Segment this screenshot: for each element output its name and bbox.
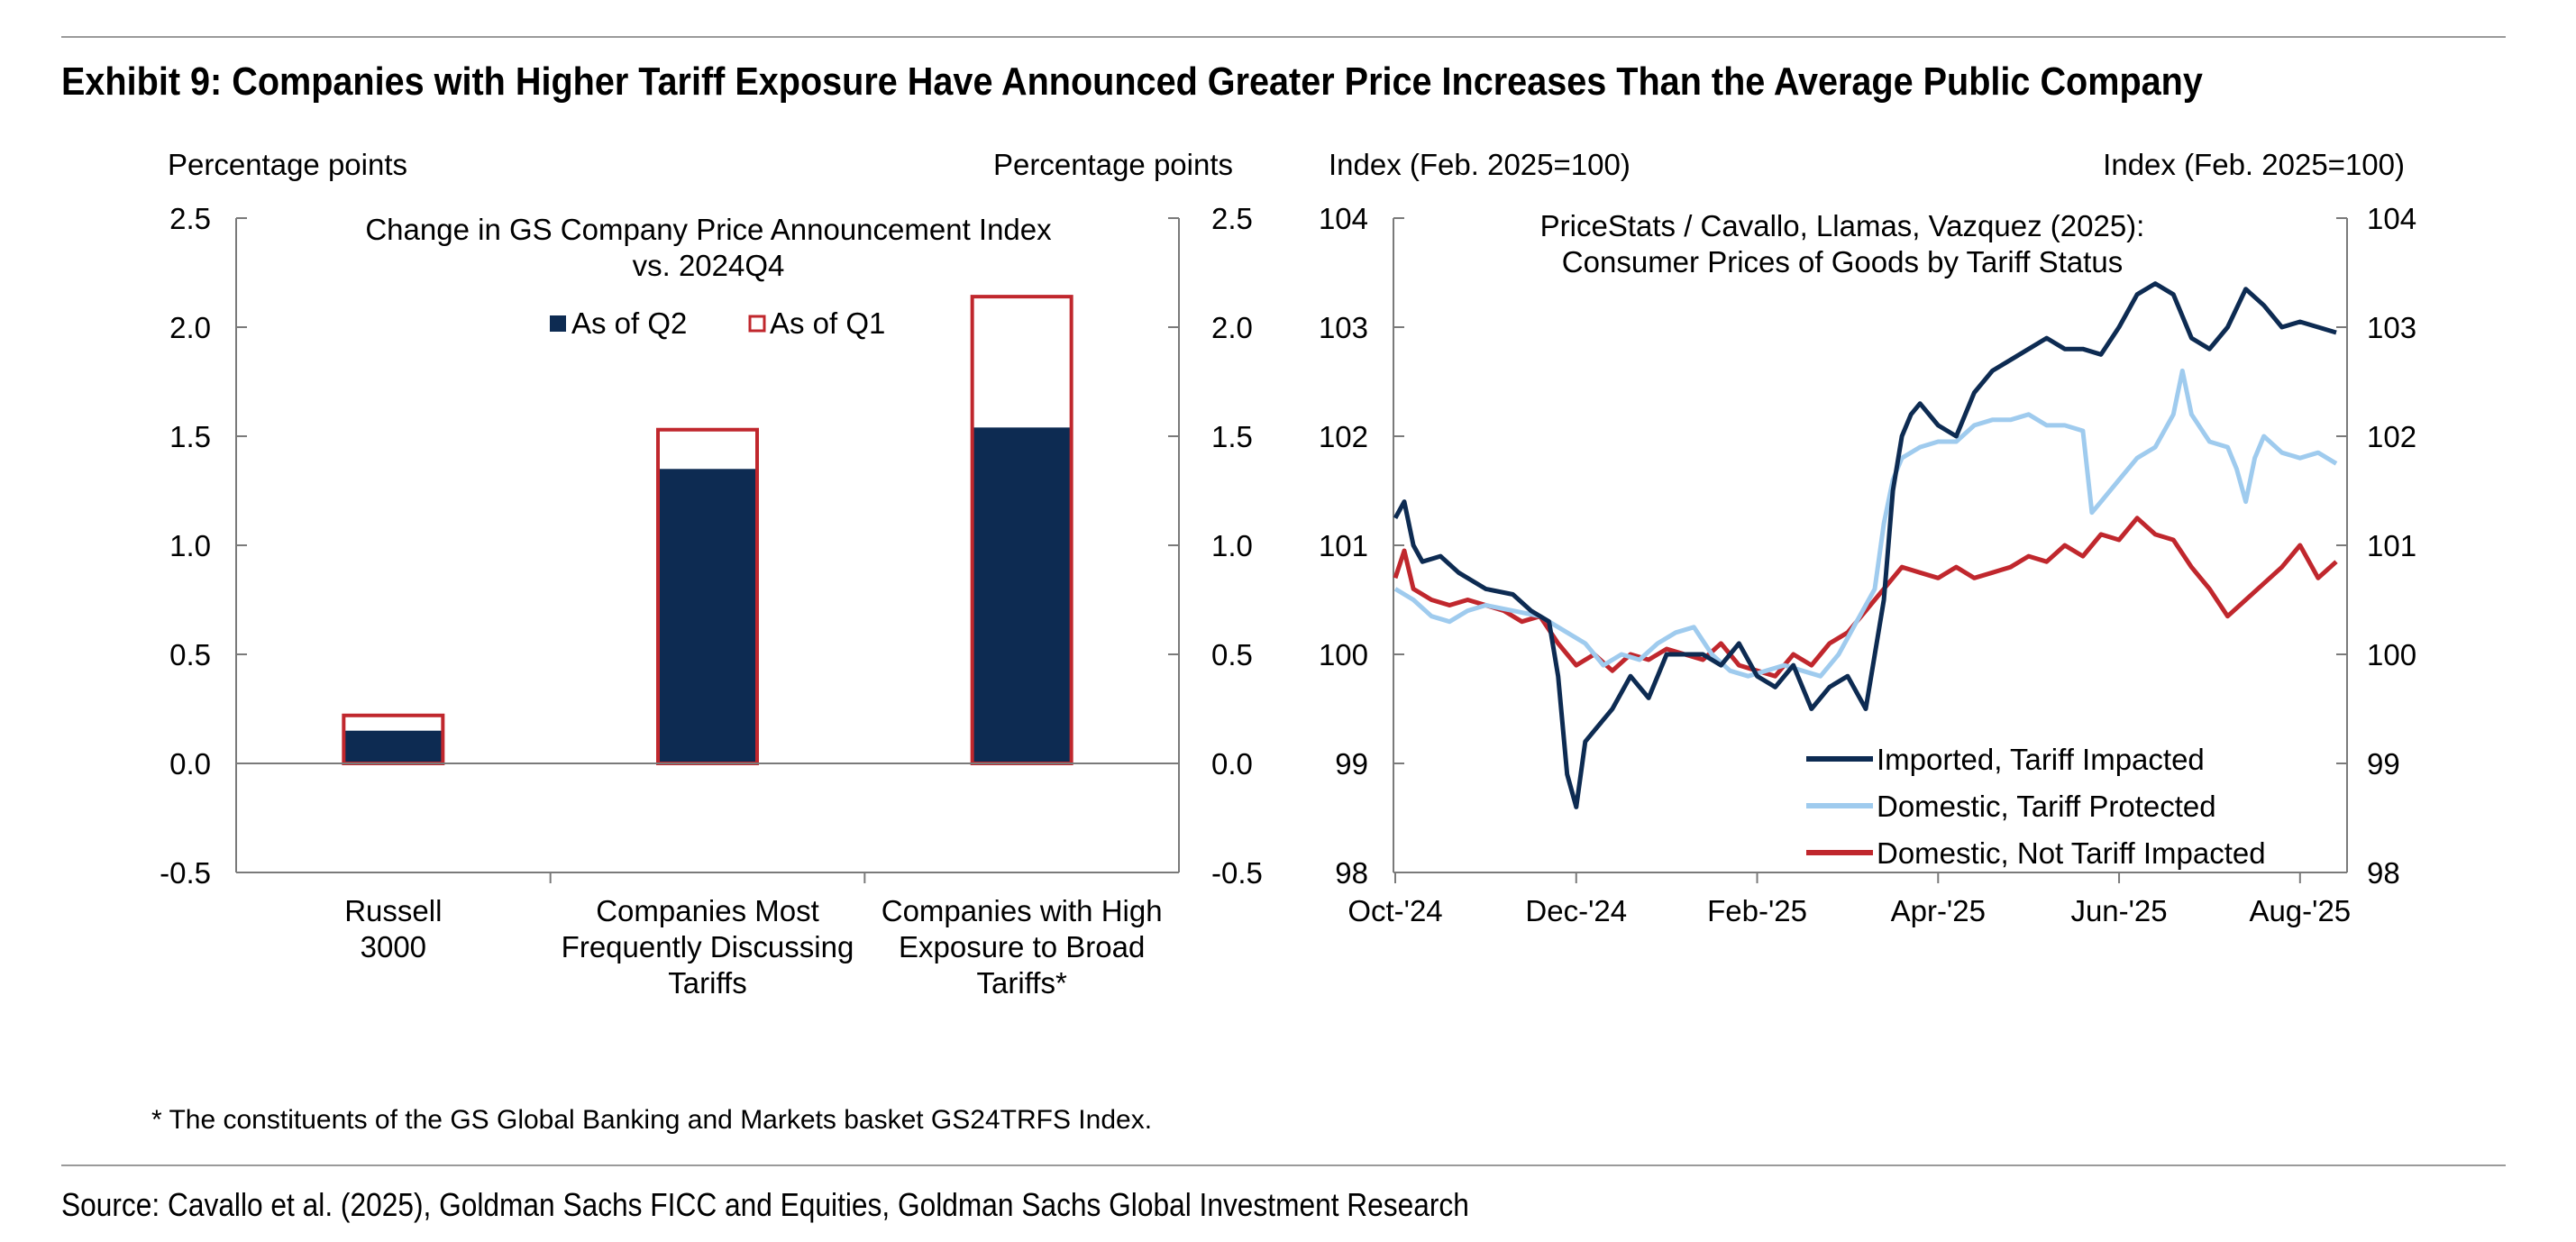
line-ytick-label-left: 101 — [1319, 529, 1368, 562]
line-ytick-label-left: 104 — [1319, 202, 1368, 235]
legend-swatch-q1 — [748, 315, 766, 333]
line-xtick-label: Dec-'24 — [1525, 894, 1627, 927]
line-xticks: Oct-'24 Dec-'24 Feb-'25 Apr-'25 Jun-'25 Aug-'… — [1347, 872, 2351, 927]
line-legend-label: Domestic, Not Tariff Impacted — [1877, 836, 2266, 870]
bar-ytick-label-right: 0.0 — [1211, 747, 1253, 781]
bar-category-label: Companies with High — [882, 894, 1163, 927]
bar-ytick-label-right: -0.5 — [1211, 856, 1263, 890]
legend-label-q2: As of Q2 — [571, 306, 687, 340]
bar-marks — [342, 295, 1073, 766]
line-ytick-label-right: 102 — [2367, 420, 2416, 453]
line-xtick-label: Apr-'25 — [1891, 894, 1986, 927]
line-ytick-label-right: 99 — [2367, 747, 2400, 781]
bar-category-label: Companies Most — [596, 894, 819, 927]
bar-yticks-left: 2.5 2.0 1.5 1.0 0.5 0.0 -0.5 — [160, 202, 247, 890]
bar-category-label: Exposure to Broad — [899, 930, 1145, 963]
bar-q2 — [972, 427, 1072, 763]
line-series-path — [1393, 368, 2338, 679]
legend-label-q1: As of Q1 — [770, 306, 885, 340]
bar-ytick-label-right: 2.0 — [1211, 311, 1253, 344]
line-legend: Imported, Tariff Impacted Domestic, Tarif… — [1806, 743, 2266, 870]
line-legend-label: Domestic, Tariff Protected — [1877, 790, 2216, 823]
bar-category-label: Tariffs — [668, 966, 746, 1000]
line-ytick-label-left: 98 — [1335, 856, 1368, 890]
line-chart-title: PriceStats / Cavallo, Llamas, Vazquez (2… — [1540, 209, 2145, 242]
bar-ylabel-right: Percentage points — [993, 148, 1233, 181]
line-chart-subtitle: Consumer Prices of Goods by Tariff Statu… — [1562, 245, 2123, 279]
line-ytick-label-left: 99 — [1335, 747, 1368, 781]
line-series-path — [1393, 281, 2337, 809]
exhibit-title: Exhibit 9: Companies with Higher Tariff … — [61, 59, 2203, 104]
line-ytick-label-left: 102 — [1319, 420, 1368, 453]
bar-ytick-label-left: 2.0 — [169, 311, 211, 344]
line-ytick-label-right: 104 — [2367, 202, 2416, 235]
source-note: Source: Cavallo et al. (2025), Goldman S… — [61, 1186, 1469, 1223]
bar-ytick-label-right: 2.5 — [1211, 202, 1253, 235]
bar-legend: As of Q2 As of Q1 — [550, 306, 885, 340]
line-series-path — [1393, 516, 2338, 679]
line-legend-label: Imported, Tariff Impacted — [1877, 743, 2205, 776]
line-xtick-label: Jun-'25 — [2070, 894, 2167, 927]
bar-ytick-label-left: -0.5 — [160, 856, 211, 890]
line-ylabel-left: Index (Feb. 2025=100) — [1329, 148, 1631, 181]
bar-ytick-label-left: 0.5 — [169, 638, 211, 671]
footnote: * The constituents of the GS Global Bank… — [151, 1105, 1153, 1135]
bar-chart-title: Change in GS Company Price Announcement … — [365, 213, 1052, 246]
bar-ytick-label-left: 1.5 — [169, 420, 211, 453]
bar-q2 — [343, 730, 443, 763]
bar-yticks-right: 2.5 2.0 1.5 1.0 0.5 0.0 -0.5 — [1168, 202, 1263, 890]
line-yticks-left: 104 103 102 101 100 99 98 — [1319, 202, 1404, 890]
bar-category-label: Tariffs* — [977, 966, 1067, 1000]
line-ytick-label-left: 100 — [1319, 638, 1368, 671]
line-ytick-label-left: 103 — [1319, 311, 1368, 344]
line-xtick-label: Aug-'25 — [2249, 894, 2351, 927]
bar-ytick-label-right: 1.5 — [1211, 420, 1253, 453]
line-yticks-right: 104 103 102 101 100 99 98 — [2336, 202, 2416, 890]
bar-ytick-label-right: 0.5 — [1211, 638, 1253, 671]
bar-category-label: Frequently Discussing — [562, 930, 854, 963]
line-xtick-label: Oct-'24 — [1347, 894, 1442, 927]
line-xtick-label: Feb-'25 — [1707, 894, 1807, 927]
line-ytick-label-right: 103 — [2367, 311, 2416, 344]
line-ytick-label-right: 100 — [2367, 638, 2416, 671]
bar-ylabel-left: Percentage points — [168, 148, 407, 181]
bar-ytick-label-left: 0.0 — [169, 747, 211, 781]
bar-chart-subtitle: vs. 2024Q4 — [633, 249, 785, 282]
line-ylabel-right: Index (Feb. 2025=100) — [2103, 148, 2405, 181]
line-ytick-label-right: 101 — [2367, 529, 2416, 562]
bar-category-label: Russell — [344, 894, 442, 927]
bottom-rule — [61, 1164, 2506, 1166]
bar-ytick-label-left: 2.5 — [169, 202, 211, 235]
legend-swatch-q2 — [550, 315, 566, 332]
bar-chart: Percentage points Percentage points Chan… — [160, 148, 1263, 1000]
top-rule — [61, 36, 2506, 38]
line-series — [1393, 281, 2338, 809]
line-chart: Index (Feb. 2025=100) Index (Feb. 2025=1… — [1319, 148, 2416, 927]
bar-ytick-label-left: 1.0 — [169, 529, 211, 562]
line-ytick-label-right: 98 — [2367, 856, 2400, 890]
bar-q2 — [658, 469, 757, 763]
bar-ytick-label-right: 1.0 — [1211, 529, 1253, 562]
bar-category-label: 3000 — [361, 930, 426, 963]
